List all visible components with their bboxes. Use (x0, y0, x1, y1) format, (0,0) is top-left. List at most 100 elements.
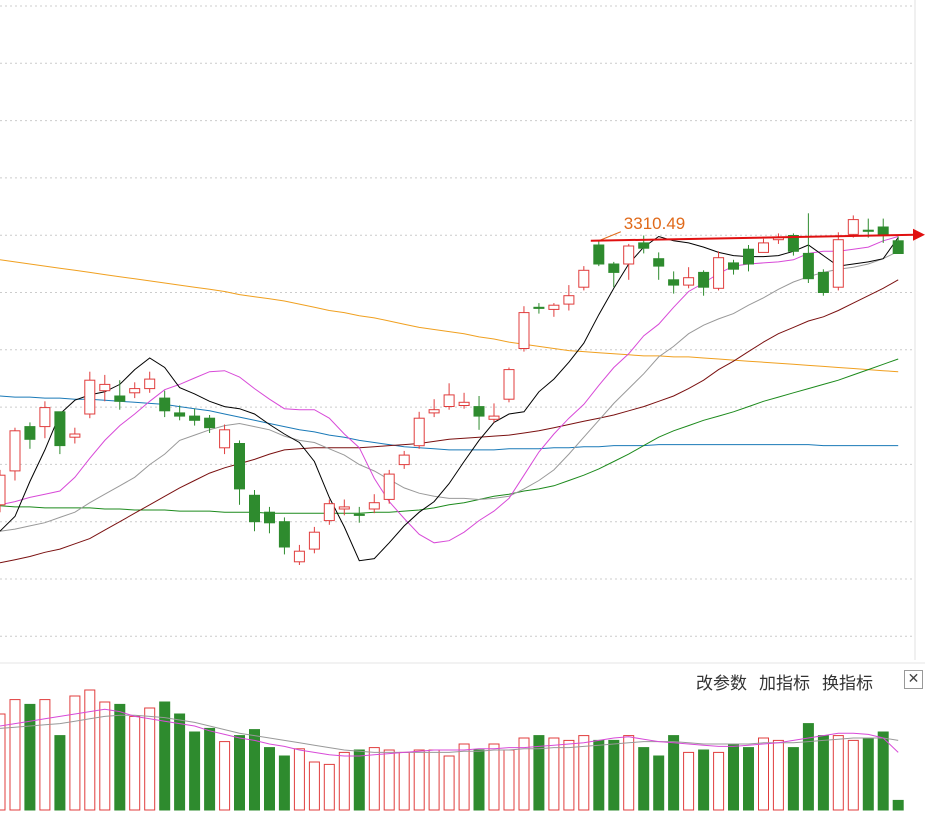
volume-bar (743, 747, 754, 811)
candle (817, 269, 829, 296)
volume-bar (787, 747, 799, 811)
volume-bar (84, 689, 96, 811)
candle-body (563, 295, 575, 305)
annotations: 3310.49 (590, 214, 925, 242)
candle (39, 401, 51, 439)
candle (847, 215, 859, 238)
candle-body (308, 531, 320, 550)
volume-bar (817, 735, 829, 811)
candle-body (219, 429, 231, 449)
candle-body (413, 417, 425, 447)
volume-bar (219, 741, 231, 811)
candle-body (278, 521, 290, 548)
volume-bar (892, 799, 904, 811)
volume-bar (623, 735, 635, 811)
candle-body (99, 383, 111, 392)
change-params-button[interactable]: 改参数 (696, 673, 747, 694)
volume-bar (428, 749, 440, 811)
candle (338, 499, 350, 516)
candle-body (578, 269, 590, 288)
candle-body (144, 378, 156, 390)
candle (293, 544, 305, 565)
volume-bar (338, 751, 350, 811)
candle (219, 424, 231, 455)
volume-bar (518, 737, 530, 811)
volume-bar (488, 743, 500, 811)
candle (488, 403, 500, 423)
candle-body (473, 406, 485, 417)
candle-body (234, 443, 245, 490)
ma250-line (0, 259, 899, 373)
price-grid (0, 0, 916, 660)
candle (892, 236, 904, 255)
volume-bar (862, 737, 874, 811)
candle (832, 232, 844, 291)
candle-body (69, 433, 81, 438)
volume-bar (278, 755, 290, 811)
volume-bar (832, 735, 844, 811)
candle (593, 240, 605, 267)
candle (9, 427, 21, 481)
volume-bar (144, 707, 156, 811)
switch-indicator-button[interactable]: 换指标 (822, 673, 873, 694)
volume-bar (0, 713, 6, 811)
candle-body (817, 271, 829, 293)
candle-body (728, 262, 739, 270)
candle (84, 371, 96, 419)
volume-bar (234, 735, 245, 811)
volume-bar (99, 701, 111, 811)
volume-bar (877, 731, 889, 811)
candle (129, 382, 141, 399)
volume-bar (638, 747, 650, 811)
indicator-toolbar: 改参数 加指标 换指标 (690, 668, 879, 694)
candle (458, 392, 470, 409)
ma30-line (0, 279, 899, 564)
candle-body (368, 502, 380, 510)
candle-body (443, 394, 455, 407)
candle (758, 238, 769, 253)
volume-bar (758, 737, 769, 811)
candle (563, 285, 575, 311)
volume-bar (129, 715, 141, 811)
volume-bar (398, 751, 410, 811)
volume-bar (308, 761, 320, 811)
candle-body (623, 245, 635, 265)
candle-body (847, 219, 859, 235)
volume-bar (39, 699, 51, 811)
candle-body (129, 388, 141, 394)
volume-bar (204, 727, 216, 811)
candle-body (488, 415, 500, 420)
volume-bar (802, 723, 814, 811)
volume-bar (353, 749, 365, 811)
candle-body (698, 271, 710, 288)
candle-body (398, 454, 410, 466)
volume-bar (563, 739, 575, 811)
candle (234, 440, 245, 505)
close-icon[interactable]: ✕ (904, 670, 923, 689)
candle (518, 306, 530, 352)
candle (548, 303, 560, 317)
candle-body (323, 503, 335, 522)
candle (54, 411, 66, 455)
volume-bar (668, 735, 680, 811)
candle-body (293, 550, 305, 563)
candle-body (338, 506, 350, 510)
candle-body (249, 494, 260, 523)
volume-bar (69, 695, 81, 811)
candle-body (264, 511, 275, 524)
candle (189, 408, 201, 426)
volume-bar (847, 739, 859, 811)
candle (144, 371, 156, 393)
candle (787, 233, 799, 256)
volume-bar (24, 703, 36, 811)
volume-bar (503, 749, 515, 811)
volume-bar (323, 763, 335, 811)
add-indicator-button[interactable]: 加指标 (759, 673, 810, 694)
candle (713, 251, 725, 291)
vol-ma10-line (0, 714, 899, 753)
candle (877, 218, 889, 243)
volume-bar (608, 739, 620, 811)
volume-bar (293, 748, 305, 811)
volume-bar (159, 701, 171, 811)
